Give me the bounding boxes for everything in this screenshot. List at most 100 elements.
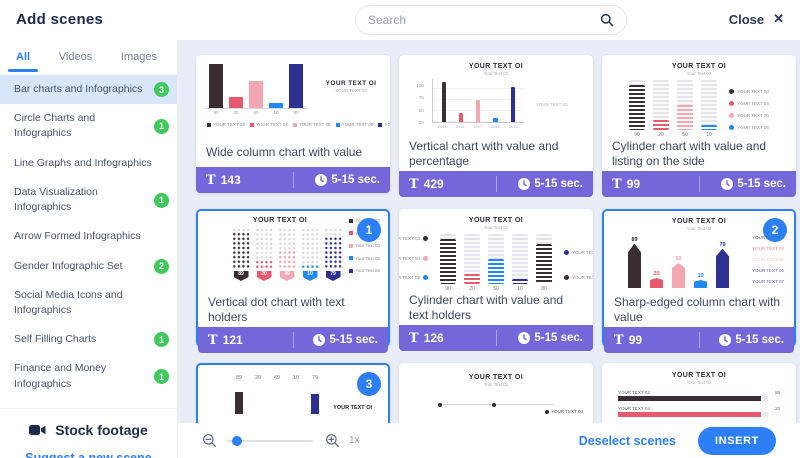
mini-bar	[235, 392, 243, 414]
footer-divider	[496, 330, 497, 346]
legend-swatch	[729, 101, 735, 106]
left-labels: YOUR TEXT 03 YOUR TEXT 04 YOUR TEXT 05	[399, 236, 428, 280]
dot-column	[301, 229, 319, 269]
duration-label: 5-15 sec.	[534, 332, 583, 344]
mini-bar-chart: 100 75 50 25 2015 2016 2017 2018 2019 YOUR TEXT 0…	[399, 79, 593, 129]
legend-swatch	[423, 275, 428, 280]
tab-all[interactable]: All	[7, 42, 39, 72]
arrow-bar	[694, 280, 707, 288]
scene-card-3[interactable]: YOUR TEXT OI Your Text 02 90 20 50 10 YOUR TEX…	[602, 55, 796, 197]
sidebar-item-label: Social Media Icons and Infographics	[14, 288, 123, 316]
thumb-title: YOUR TEXT OI	[468, 374, 524, 381]
sidebar-item-6[interactable]: Social Media Icons and Infographics	[0, 281, 177, 325]
selection-order-badge: 2	[763, 218, 787, 242]
sidebar-item-label: Bar charts and Infographics	[14, 83, 143, 95]
zoom-out-icon[interactable]	[202, 433, 217, 448]
text-count: 429	[423, 177, 444, 191]
stock-footage-button[interactable]: Stock footage	[0, 407, 177, 442]
scene-card-1[interactable]: 80 20 50 10 80 YOUR TEXT OI YOUR TEXT 02 YOUR T…	[196, 55, 390, 193]
mini-legend: YOUR TEXT 03 YOUR TEXT 04 YOUR TEXT 05 YOUR…	[204, 122, 390, 127]
bar-value: 89	[631, 236, 638, 243]
tab-images[interactable]: Images	[120, 50, 157, 63]
clock-icon	[315, 174, 328, 186]
sidebar-item-7[interactable]: Self Filling Charts 1	[0, 325, 177, 354]
duration-label: 5-15 sec.	[534, 178, 583, 190]
deselect-scenes-link[interactable]: Deselect scenes	[578, 433, 676, 448]
scene-title: Wide column chart with value	[206, 144, 363, 159]
arrow-bar	[672, 263, 685, 288]
scene-thumbnail: YOUR TEXT OI Your Text 02 YOUR TEXT 03	[399, 363, 593, 447]
legend-label: YOUR TEXT 05	[298, 122, 331, 127]
search-input[interactable]	[368, 13, 600, 27]
scene-thumbnail: 80 20 50 10 80 YOUR TEXT OI YOUR TEXT 02 YOUR T…	[196, 55, 390, 139]
legend-item: YOUR TEXT 05	[729, 113, 769, 118]
thumb-subtitle: Your Text 02	[483, 225, 509, 230]
sidebar-item-1[interactable]: Circle Charts and Infographics 1	[0, 104, 177, 148]
sidebar-item-8[interactable]: Finance and Money Infographics 1	[0, 354, 177, 398]
mini-bar	[209, 64, 223, 108]
bar-value: 20	[233, 110, 239, 115]
scene-thumbnail: YOUR TEXT OI Your Text 02 YOUR TEXT 03 90 YO…	[602, 363, 796, 447]
clock-icon	[313, 334, 326, 346]
scene-footer: T 99 5-15 sec.	[602, 171, 796, 197]
clock-icon	[518, 178, 531, 190]
arrow-bar	[716, 248, 729, 288]
legend-swatch	[335, 122, 340, 127]
legend-swatch	[423, 255, 428, 261]
scene-thumbnail: 89 20 49 10 79 YOUR TEXT OI	[198, 365, 388, 449]
zoom-slider-thumb[interactable]	[232, 435, 242, 446]
mini-bar	[289, 64, 303, 108]
legend-swatch	[729, 113, 735, 118]
search-box[interactable]	[355, 5, 627, 35]
legend-label: YOUR TEXT 05	[399, 275, 420, 280]
sidebar-item-4[interactable]: Arrow Formed Infographics	[0, 222, 177, 251]
scene-title: Vertical chart with value and percentage	[409, 139, 559, 168]
legend-item: YOUR TEXT 04	[399, 255, 428, 261]
sidebar-item-label: Arrow Formed Infographics	[14, 230, 141, 243]
suggest-scene-link[interactable]: Suggest a new scene	[25, 450, 152, 458]
zoom-in-icon[interactable]	[325, 433, 340, 448]
bar-value: 80	[541, 286, 547, 292]
legend-label: YOUR TEXT 04	[255, 122, 288, 127]
bar-value: 50	[493, 286, 499, 292]
zoom-slider[interactable]	[227, 435, 313, 446]
footer-divider	[699, 176, 700, 192]
legend-label: YOUR TEXT 06	[341, 122, 374, 127]
legend-label: YOUR TEXT 06	[572, 250, 593, 255]
sidebar-item-0[interactable]: Bar charts and Infographics 3	[0, 75, 177, 105]
legend-swatch	[249, 122, 254, 127]
footer-divider	[699, 332, 700, 348]
sidebar-item-label: Data Visualization Infographics	[14, 185, 98, 214]
legend-label: YOUR TEXT 03	[737, 89, 769, 94]
tab-videos[interactable]: Videos	[58, 50, 93, 63]
bar-value: 89	[235, 375, 243, 381]
arrow-bar	[628, 243, 641, 288]
sidebar-item-3[interactable]: Data Visualization Infographics 1	[0, 178, 177, 222]
legend-item: YOUR TEXT 06	[564, 250, 593, 255]
thumb-title: YOUR TEXT OI	[325, 80, 377, 87]
cylinder-column	[653, 80, 670, 130]
duration-label: 5-15 sec.	[737, 178, 786, 190]
text-count-icon: T	[208, 332, 218, 348]
count-badge: 2	[154, 258, 169, 274]
insert-button[interactable]: INSERT	[698, 426, 776, 455]
sidebar-item-5[interactable]: Gender Infographic Set 2	[0, 252, 177, 281]
cylinder-column	[536, 234, 552, 284]
close-button[interactable]: Close ✕	[729, 11, 784, 27]
thumb-title: YOUR TEXT OI	[671, 218, 727, 225]
sidebar-item-2[interactable]: Line Graphs and Infographics	[0, 149, 177, 178]
x-tick: 2015	[437, 124, 447, 129]
legend-label: Your Text 06	[355, 268, 380, 273]
mini-line-chart	[438, 403, 554, 407]
x-tick: 2016	[455, 124, 465, 129]
legend-item: Your Text 05	[349, 256, 380, 261]
cylinder-column	[464, 234, 480, 284]
dot-column	[255, 229, 273, 269]
thumb-text: YOUR TEXT 03	[535, 101, 568, 107]
bar-value: 50	[682, 132, 688, 138]
scene-card-2[interactable]: YOUR TEXT OI Your Text 02 100 75 50 25 2015 201…	[399, 55, 593, 197]
